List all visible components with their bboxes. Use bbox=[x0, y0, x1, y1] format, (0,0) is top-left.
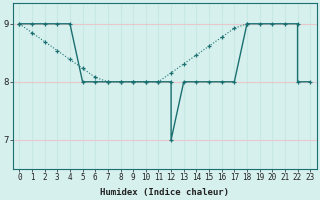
X-axis label: Humidex (Indice chaleur): Humidex (Indice chaleur) bbox=[100, 188, 229, 197]
